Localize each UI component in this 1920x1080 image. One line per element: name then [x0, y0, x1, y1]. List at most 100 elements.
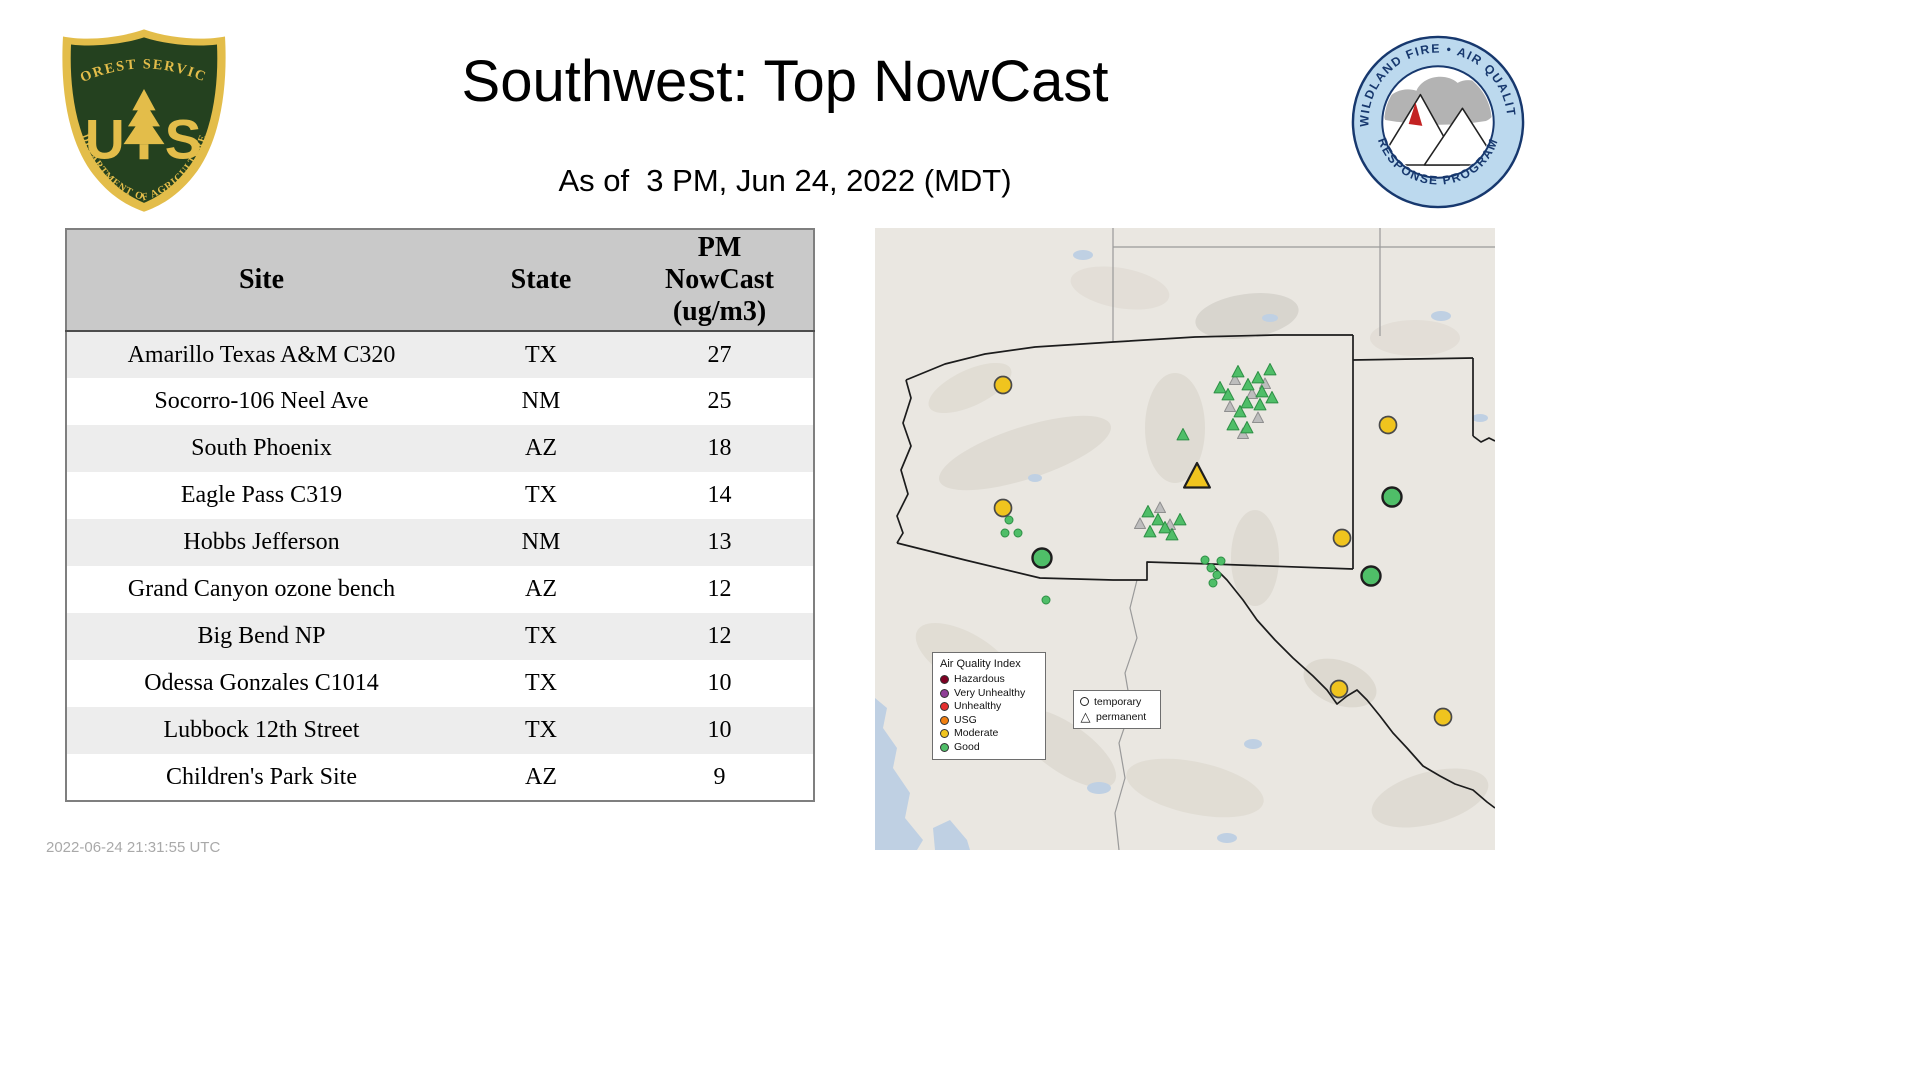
- map-panel: Air Quality Index Hazardous Very Unhealth…: [875, 228, 1495, 850]
- aqi-legend-item: Moderate: [940, 728, 1038, 740]
- aqi-legend-item: Very Unhealthy: [940, 687, 1038, 700]
- table-row: Grand Canyon ozone bench AZ 12: [66, 566, 814, 613]
- water-bodies: [875, 250, 1488, 850]
- usfs-letter-u: U: [85, 108, 125, 170]
- temporary-monitor-good-marker: [1031, 547, 1053, 569]
- site-cell: Children's Park Site: [166, 763, 357, 790]
- site-cell: Odessa Gonzales C1014: [144, 670, 379, 696]
- temporary-monitor-good-dot: [1206, 563, 1216, 573]
- permanent-monitor-nodata-marker: [1251, 411, 1265, 423]
- permanent-monitor-nodata-marker: [1133, 517, 1147, 529]
- value-cell: 12: [707, 576, 732, 602]
- value-cell: 10: [707, 717, 732, 743]
- value-cell: 13: [707, 529, 732, 555]
- pine-tree-icon: [123, 88, 165, 160]
- temporary-monitor-good-dot: [1212, 570, 1222, 580]
- col-header-pm-nowcast: PM NowCast (ug/m3): [626, 229, 814, 332]
- aqi-color-dot: [940, 715, 949, 725]
- usfs-logo: FOREST SERVICE U S DEPARTMENT OF AGRICUL…: [55, 26, 226, 212]
- temporary-monitor-good-dot: [1013, 528, 1023, 538]
- value-cell: 12: [707, 623, 732, 649]
- permanent-monitor-nodata-marker: [1223, 400, 1237, 412]
- permanent-monitor-good-marker: [1221, 388, 1235, 401]
- temporary-monitor-good-dot: [1200, 555, 1210, 565]
- permanent-monitor-good-marker: [1255, 385, 1269, 398]
- aqi-legend-title: Air Quality Index: [940, 658, 1021, 670]
- site-cell: Big Bend NP: [197, 623, 326, 649]
- site-cell: Amarillo Texas A&M C320: [127, 341, 396, 368]
- temporary-monitor-good-marker: [1360, 565, 1382, 587]
- temporary-monitor-good-dot: [1208, 578, 1218, 588]
- permanent-monitor-icon: △: [1080, 708, 1091, 724]
- state-cell: TX: [525, 670, 557, 696]
- state-cell: NM: [521, 529, 561, 555]
- monitor-marker-layer: [993, 363, 1453, 727]
- aqi-color-dot: [940, 675, 949, 685]
- aqi-legend-item: USG: [940, 713, 1038, 727]
- aqi-legend-label: Good: [954, 740, 980, 753]
- state-cell: TX: [525, 717, 557, 743]
- state-cell: AZ: [525, 435, 557, 461]
- table-row: Children's Park Site AZ 9: [66, 754, 814, 801]
- permanent-monitor-good-marker: [1226, 418, 1240, 431]
- permanent-monitor-good-marker: [1165, 528, 1179, 541]
- state-cell: TX: [525, 341, 557, 368]
- site-cell: Eagle Pass C319: [180, 482, 343, 508]
- col-header-state: State: [456, 229, 626, 332]
- temporary-monitor-good-dot: [1004, 515, 1014, 525]
- state-cell: AZ: [525, 763, 557, 790]
- aqi-legend-label: USG: [954, 713, 977, 726]
- aqi-legend-item: Good: [940, 740, 1038, 754]
- permanent-monitor-nodata-marker: [1153, 501, 1167, 513]
- aqi-color-dot: [940, 729, 949, 739]
- col-header-site: Site: [66, 229, 456, 332]
- value-cell: 27: [707, 341, 732, 368]
- permanent-monitor-nodata-marker: [1245, 387, 1259, 399]
- aqi-color-dot: [940, 688, 949, 698]
- permanent-monitor-good-marker: [1233, 405, 1247, 418]
- value-cell: 25: [707, 388, 732, 414]
- state-cell: TX: [525, 623, 557, 649]
- permanent-monitor-good-marker: [1241, 378, 1255, 391]
- temporary-monitor-good-dot: [1000, 528, 1010, 538]
- table-header-row: Site State PM NowCast (ug/m3): [66, 229, 814, 332]
- temporary-monitor-moderate-marker: [1433, 707, 1453, 727]
- site-cell: Hobbs Jefferson: [183, 529, 340, 555]
- permanent-monitor-good-marker: [1176, 428, 1190, 441]
- permanent-label: permanent: [1096, 710, 1147, 723]
- permanent-monitor-good-marker: [1240, 421, 1254, 434]
- aqi-legend-item: Unhealthy: [940, 701, 1038, 713]
- permanent-monitor-good-marker: [1141, 505, 1155, 518]
- title-block: Southwest: Top NowCast As of 3 PM, Jun 2…: [250, 48, 1320, 199]
- state-boundaries: [896, 334, 1495, 809]
- value-cell: 10: [707, 670, 732, 696]
- table-row: Amarillo Texas A&M C320 TX 27: [66, 331, 814, 378]
- page-title: Southwest: Top NowCast: [461, 49, 1109, 114]
- nowcast-table-body: Amarillo Texas A&M C320 TX 27 Socorro-106 N…: [66, 331, 814, 801]
- page-subtitle: As of 3 PM, Jun 24, 2022 (MDT): [558, 163, 1012, 198]
- table-row: Socorro-106 Neel Ave NM 25: [66, 378, 814, 425]
- permanent-monitor-good-marker: [1158, 521, 1172, 534]
- site-cell: Socorro-106 Neel Ave: [154, 388, 369, 414]
- temporary-monitor-moderate-marker: [1378, 415, 1398, 435]
- permanent-monitor-good-marker: [1151, 513, 1165, 526]
- permanent-monitor-good-marker: [1231, 365, 1245, 378]
- permanent-monitor-good-marker: [1251, 371, 1265, 384]
- generated-timestamp: 2022-06-24 21:31:55 UTC: [46, 839, 221, 856]
- monitor-type-legend: temporary △ permanent: [1073, 690, 1161, 729]
- temporary-monitor-moderate-marker: [1329, 679, 1349, 699]
- temporary-monitor-moderate-marker: [993, 498, 1013, 518]
- aqi-color-dot: [940, 702, 949, 712]
- temporary-monitor-icon: [1080, 697, 1089, 706]
- permanent-monitor-good-marker: [1265, 391, 1279, 404]
- usfs-letter-s: S: [165, 108, 202, 170]
- permanent-monitor-good-marker: [1213, 381, 1227, 394]
- state-cell: NM: [521, 388, 561, 414]
- temporary-monitor-good-dot: [1216, 556, 1226, 566]
- aqi-legend: Air Quality Index Hazardous Very Unhealth…: [932, 652, 1046, 761]
- nowcast-table-container: Site State PM NowCast (ug/m3) Amarillo T…: [65, 228, 815, 802]
- permanent-monitor-nodata-marker: [1228, 373, 1242, 385]
- temporary-monitor-good-marker: [1381, 486, 1403, 508]
- aqi-legend-item: Hazardous: [940, 673, 1038, 686]
- site-cell: South Phoenix: [191, 435, 332, 461]
